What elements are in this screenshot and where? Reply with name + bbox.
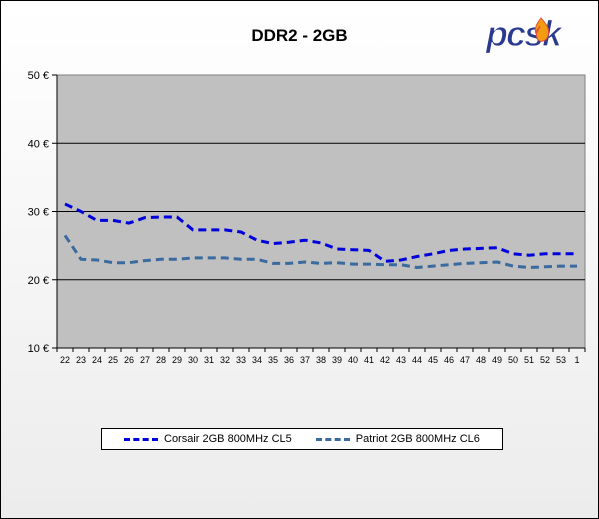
y-tick-label: 20 € — [28, 275, 49, 287]
x-tick-label: 42 — [380, 355, 390, 365]
x-tick-label: 37 — [300, 355, 310, 365]
y-tick-label: 10 € — [28, 343, 49, 355]
legend-label-corsair: Corsair 2GB 800MHz CL5 — [164, 433, 292, 445]
x-tick-label: 43 — [396, 355, 406, 365]
y-axis: 10 € 20 € 30 € 40 € 50 € — [28, 70, 58, 355]
legend-swatch-corsair — [124, 437, 158, 441]
gridlines — [57, 142, 585, 281]
pcsk-logo: pcsk — [484, 12, 566, 54]
x-tick-label: 50 — [508, 355, 518, 365]
x-tick-label: 52 — [540, 355, 550, 365]
x-tick-label: 22 — [60, 355, 70, 365]
flame-icon — [534, 17, 549, 42]
x-tick-label: 24 — [92, 355, 102, 365]
x-axis: 22 23 24 25 26 27 28 29 30 31 32 33 34 35 36 37 38 39 40 41… — [56, 347, 586, 365]
x-tick-label: 28 — [156, 355, 166, 365]
x-tick-label: 51 — [524, 355, 534, 365]
x-tick-label: 30 — [188, 355, 198, 365]
x-tick-label: 40 — [348, 355, 358, 365]
x-tick-label: 41 — [364, 355, 374, 365]
x-tick-label: 38 — [316, 355, 326, 365]
chart-title: DDR2 - 2GB — [251, 26, 348, 45]
x-tick-label: 1 — [574, 355, 579, 365]
legend-item-corsair: Corsair 2GB 800MHz CL5 — [124, 433, 292, 445]
x-tick-label: 25 — [108, 355, 118, 365]
x-tick-label: 45 — [428, 355, 438, 365]
x-tick-label: 39 — [332, 355, 342, 365]
x-tick-label: 53 — [556, 355, 566, 365]
x-tick-label: 46 — [444, 355, 454, 365]
x-tick-label: 33 — [236, 355, 246, 365]
y-tick-label: 40 € — [28, 138, 49, 150]
series-line-corsair — [64, 202, 577, 263]
x-tick-label: 32 — [220, 355, 230, 365]
series-line-patriot — [63, 234, 577, 269]
series-layer — [63, 202, 577, 269]
legend-label-patriot: Patriot 2GB 800MHz CL6 — [355, 433, 480, 445]
x-tick-label: 35 — [268, 355, 278, 365]
x-tick-label: 26 — [124, 355, 134, 365]
x-tick-label: 27 — [140, 355, 150, 365]
x-tick-label: 34 — [252, 355, 262, 365]
x-tick-label: 29 — [172, 355, 182, 365]
x-tick-label: 47 — [460, 355, 470, 365]
x-tick-label: 49 — [492, 355, 502, 365]
x-tick-label: 23 — [76, 355, 86, 365]
legend-item-patriot: Patriot 2GB 800MHz CL6 — [315, 433, 480, 445]
logo-text: pcsk — [485, 13, 564, 54]
legend-swatch-patriot — [315, 437, 350, 441]
y-tick-label: 30 € — [28, 207, 49, 219]
y-tick-label: 50 € — [28, 70, 49, 82]
legend: Corsair 2GB 800MHz CL5 Patriot 2GB 800MH… — [101, 428, 503, 450]
x-tick-label: 48 — [476, 355, 486, 365]
x-tick-label: 36 — [284, 355, 294, 365]
x-tick-label: 44 — [412, 355, 422, 365]
x-tick-label: 31 — [204, 355, 214, 365]
